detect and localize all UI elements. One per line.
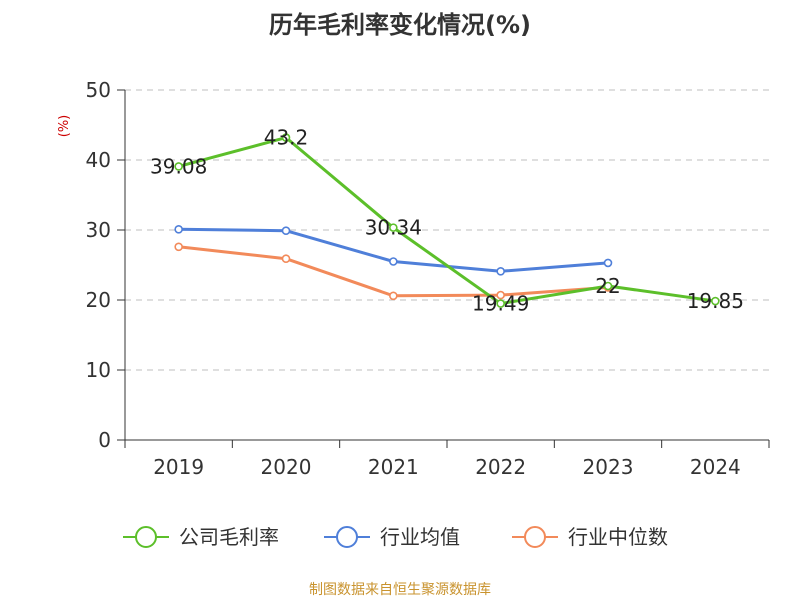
axes: 0 10 20 30 40 50 2019 2020 2021 2022 2023 2024 xyxy=(86,78,770,479)
data-point xyxy=(496,299,505,308)
y-tick-label: 10 xyxy=(86,358,111,382)
gridlines xyxy=(125,89,769,371)
data-label: 30.34 xyxy=(365,216,422,240)
data-point xyxy=(711,296,720,306)
data-label: 39.08 xyxy=(150,154,207,178)
data-point xyxy=(281,226,291,235)
y-tick-label: 40 xyxy=(86,148,111,172)
y-axis-unit: (%) xyxy=(57,115,72,138)
series-line xyxy=(178,245,609,298)
series-line xyxy=(178,136,716,306)
legend-marker-icon xyxy=(524,526,546,548)
x-tick-label: 2022 xyxy=(475,455,526,479)
source-note: 制图数据来自恒生聚源数据库 xyxy=(309,582,491,598)
data-point xyxy=(389,257,398,266)
data-point xyxy=(389,291,398,301)
y-tick-label: 0 xyxy=(98,428,111,452)
legend: 公司毛利率 行业均值 行业中位数 xyxy=(123,525,668,549)
data-point xyxy=(603,281,613,291)
data-point xyxy=(603,258,613,268)
x-tick-label: 2024 xyxy=(690,455,741,479)
chart-title: 历年毛利率变化情况(%) xyxy=(269,11,531,39)
data-label: 19.49 xyxy=(472,292,529,316)
y-tick-label: 30 xyxy=(86,218,111,242)
legend-marker-icon xyxy=(135,526,157,548)
data-point xyxy=(389,223,398,232)
data-point xyxy=(496,290,505,300)
data-labels: 39.08 43.2 30.34 19.49 22 19.85 xyxy=(150,126,744,316)
y-tick-label: 50 xyxy=(86,78,111,102)
series-lines xyxy=(174,133,720,308)
legend-marker-icon xyxy=(336,526,358,548)
data-label: 43.2 xyxy=(264,126,309,150)
y-tick-label: 20 xyxy=(86,288,111,312)
data-point xyxy=(174,242,183,252)
x-tick-label: 2020 xyxy=(261,455,312,479)
legend-label: 行业中位数 xyxy=(568,525,668,549)
x-tick-label: 2023 xyxy=(583,455,634,479)
data-point xyxy=(281,254,291,264)
data-label: 22 xyxy=(595,274,620,298)
x-tick-label: 2021 xyxy=(368,455,419,479)
data-label: 19.85 xyxy=(687,289,744,313)
x-tick-label: 2019 xyxy=(153,455,204,479)
legend-label: 公司毛利率 xyxy=(179,525,279,549)
data-point xyxy=(281,133,291,142)
legend-label: 行业均值 xyxy=(380,525,460,549)
data-point xyxy=(174,225,183,234)
data-point xyxy=(174,162,183,171)
data-point xyxy=(496,266,505,276)
